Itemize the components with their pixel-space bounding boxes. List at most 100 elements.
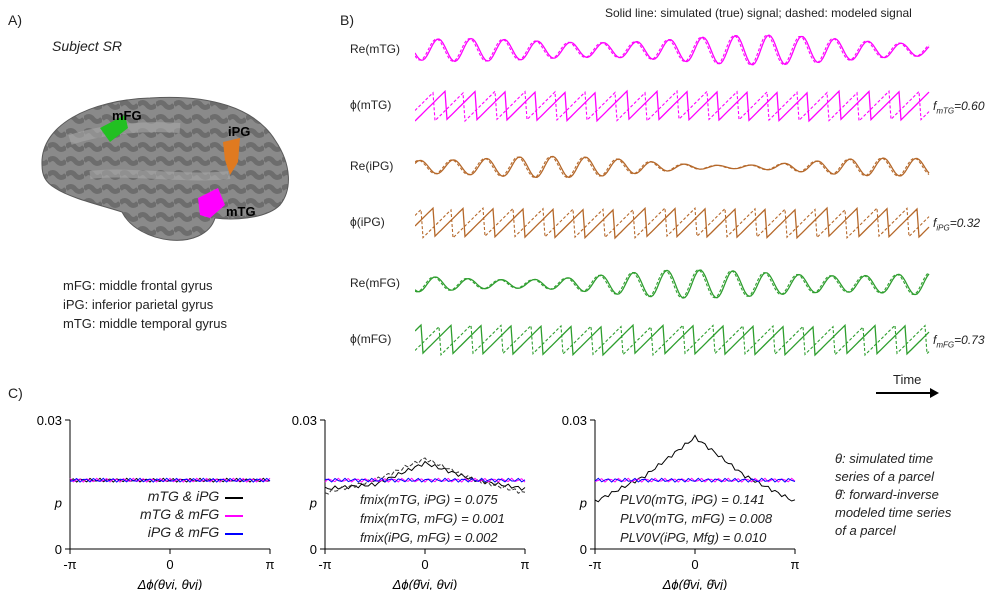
- trace-simulated-2: [415, 155, 930, 179]
- trace-modeled-2: [415, 155, 930, 178]
- trace-simulated-3: [415, 206, 930, 240]
- x-tick-label-1: 0: [691, 557, 698, 572]
- freq-label-5: fmFG=0.73: [933, 333, 985, 350]
- y-tick-label-1: p: [579, 496, 587, 511]
- mfg-region: [100, 115, 128, 142]
- plot-c2: 0.03 p 0 -π 0 π Δϕ(θ̂vi, θvi): [275, 410, 545, 592]
- x-tick-label-1: 0: [421, 557, 428, 572]
- x-tick-label-0: -π: [318, 557, 331, 572]
- y-tick-label-2: 0: [310, 542, 317, 557]
- brain-illustration: mFG iPG mTG: [41, 96, 289, 241]
- theta-note: θ: simulated time series of a parcel θ̂:…: [835, 450, 951, 540]
- signal-traces: [415, 34, 930, 357]
- plv-stat-2: PLV0(mTG, mFG) = 0.008: [620, 511, 773, 526]
- plot-c3: 0.03 p 0 -π 0 π Δϕ(θ̂vi, θ̂vj): [545, 410, 815, 592]
- series-line-2: [594, 477, 796, 483]
- y-tick-label-2: 0: [580, 542, 587, 557]
- y-tick-label-1: p: [54, 496, 62, 511]
- series-line-1: [324, 457, 526, 495]
- freq-label-1: fmTG=0.60: [933, 99, 985, 116]
- plot-c1: 0.03 p 0 -π 0 π Δϕ(θvi, θvj): [20, 410, 280, 592]
- mtg-region: [198, 188, 225, 218]
- trace-simulated-0: [415, 34, 930, 66]
- mtg-label: mTG: [226, 204, 256, 219]
- y-tick-label-2: 0: [55, 542, 62, 557]
- trace-modeled-4: [415, 269, 930, 299]
- legend-mfg: mFG: middle frontal gyrus: [63, 278, 213, 293]
- mfg-label: mFG: [112, 108, 142, 123]
- panel-c-label: C): [8, 385, 23, 401]
- trace-label-2: Re(iPG): [350, 159, 394, 173]
- plv-stat-3: PLV0V(iPG, Mfg) = 0.010: [620, 530, 767, 545]
- y-tick-label-0: 0.03: [292, 413, 317, 428]
- x-axis-label: Δϕ(θ̂vi, θ̂vj): [662, 577, 728, 590]
- trace-label-5: ϕ(mFG): [350, 332, 392, 346]
- series-line-0: [324, 460, 526, 491]
- trace-simulated-4: [415, 269, 930, 299]
- legend-swatch-black: [225, 497, 244, 499]
- trace-label-3: ϕ(iPG): [350, 215, 385, 229]
- y-tick-label-1: p: [309, 496, 317, 511]
- x-axis-label: Δϕ(θvi, θvj): [137, 577, 203, 590]
- plot-c3-stats: PLV0(mTG, iPG) = 0.141 PLV0(mTG, mFG) = …: [620, 490, 772, 547]
- trace-simulated-1: [415, 89, 930, 123]
- x-tick-label-2: π: [791, 557, 800, 572]
- region-legend: mFG: middle frontal gyrus iPG: inferior …: [63, 276, 227, 333]
- note-line-4: modeled time series: [835, 505, 952, 520]
- legend-text-3: iPG & mFG: [147, 524, 220, 540]
- trace-label-1: ϕ(mTG): [350, 98, 392, 112]
- panel-b-caption: Solid line: simulated (true) signal; das…: [605, 6, 912, 20]
- legend-text-2: mTG & mFG: [140, 506, 220, 522]
- trace-modeled-3: [415, 206, 930, 240]
- freq-sub-1: mTG: [936, 106, 955, 116]
- fmix-stat-2: fmix(mTG, mFG) = 0.001: [360, 511, 505, 526]
- x-tick-label-2: π: [521, 557, 530, 572]
- subject-label: Subject SR: [52, 38, 123, 54]
- freq-value-1: 0.60: [961, 99, 985, 113]
- legend-row-3: iPG & mFG: [140, 523, 245, 541]
- legend-row-1: mTG & iPG: [140, 487, 245, 505]
- panel-a-label: A): [8, 12, 22, 28]
- trace-simulated-5: [415, 323, 930, 357]
- x-tick-label-1: 0: [166, 557, 173, 572]
- note-line-1: θ: simulated time: [835, 451, 934, 466]
- trace-modeled-1: [415, 89, 930, 123]
- legend-row-2: mTG & mFG: [140, 505, 245, 523]
- trace-label-4: Re(mFG): [350, 276, 400, 290]
- freq-value-5: 0.73: [961, 333, 985, 347]
- series-line-2: [69, 477, 271, 483]
- x-tick-label-0: -π: [588, 557, 601, 572]
- series-line-0: [69, 477, 271, 483]
- legend-ipg: iPG: inferior parietal gyrus: [63, 297, 214, 312]
- freq-label-3: fiPG=0.32: [933, 216, 981, 233]
- freq-value-3: 0.32: [956, 216, 981, 230]
- fmix-stat-3: fmix(iPG, mFG) = 0.002: [360, 530, 498, 545]
- x-axis-label: Δϕ(θ̂vi, θvi): [392, 577, 458, 590]
- freq-sub-5: mFG: [936, 340, 955, 350]
- trace-label-0: Re(mTG): [350, 42, 400, 56]
- plot-c1-legend: mTG & iPG mTG & mFG iPG & mFG: [140, 487, 245, 541]
- x-tick-label-0: -π: [63, 557, 76, 572]
- y-tick-label-0: 0.03: [562, 413, 587, 428]
- freq-sub-3: iPG: [936, 223, 950, 233]
- trace-modeled-5: [415, 323, 930, 357]
- legend-text-1: mTG & iPG: [147, 488, 220, 504]
- ipg-region: [223, 138, 240, 175]
- x-tick-label-2: π: [266, 557, 275, 572]
- time-arrow: [876, 388, 939, 398]
- note-line-3: θ̂: forward-inverse: [835, 487, 939, 502]
- series-line-3: [325, 477, 526, 483]
- plot-c2-stats: fmix(mTG, iPG) = 0.075 fmix(mTG, mFG) = …: [360, 490, 505, 547]
- ipg-label: iPG: [228, 124, 250, 139]
- fmix-stat-1: fmix(mTG, iPG) = 0.075: [360, 492, 498, 507]
- series-line-0: [594, 434, 796, 503]
- legend-mtg: mTG: middle temporal gyrus: [63, 316, 227, 331]
- legend-swatch-blue: [225, 533, 244, 535]
- y-tick-label-0: 0.03: [37, 413, 62, 428]
- legend-swatch-magenta: [225, 515, 244, 517]
- trace-modeled-0: [415, 34, 930, 66]
- note-line-5: of a parcel: [835, 523, 896, 538]
